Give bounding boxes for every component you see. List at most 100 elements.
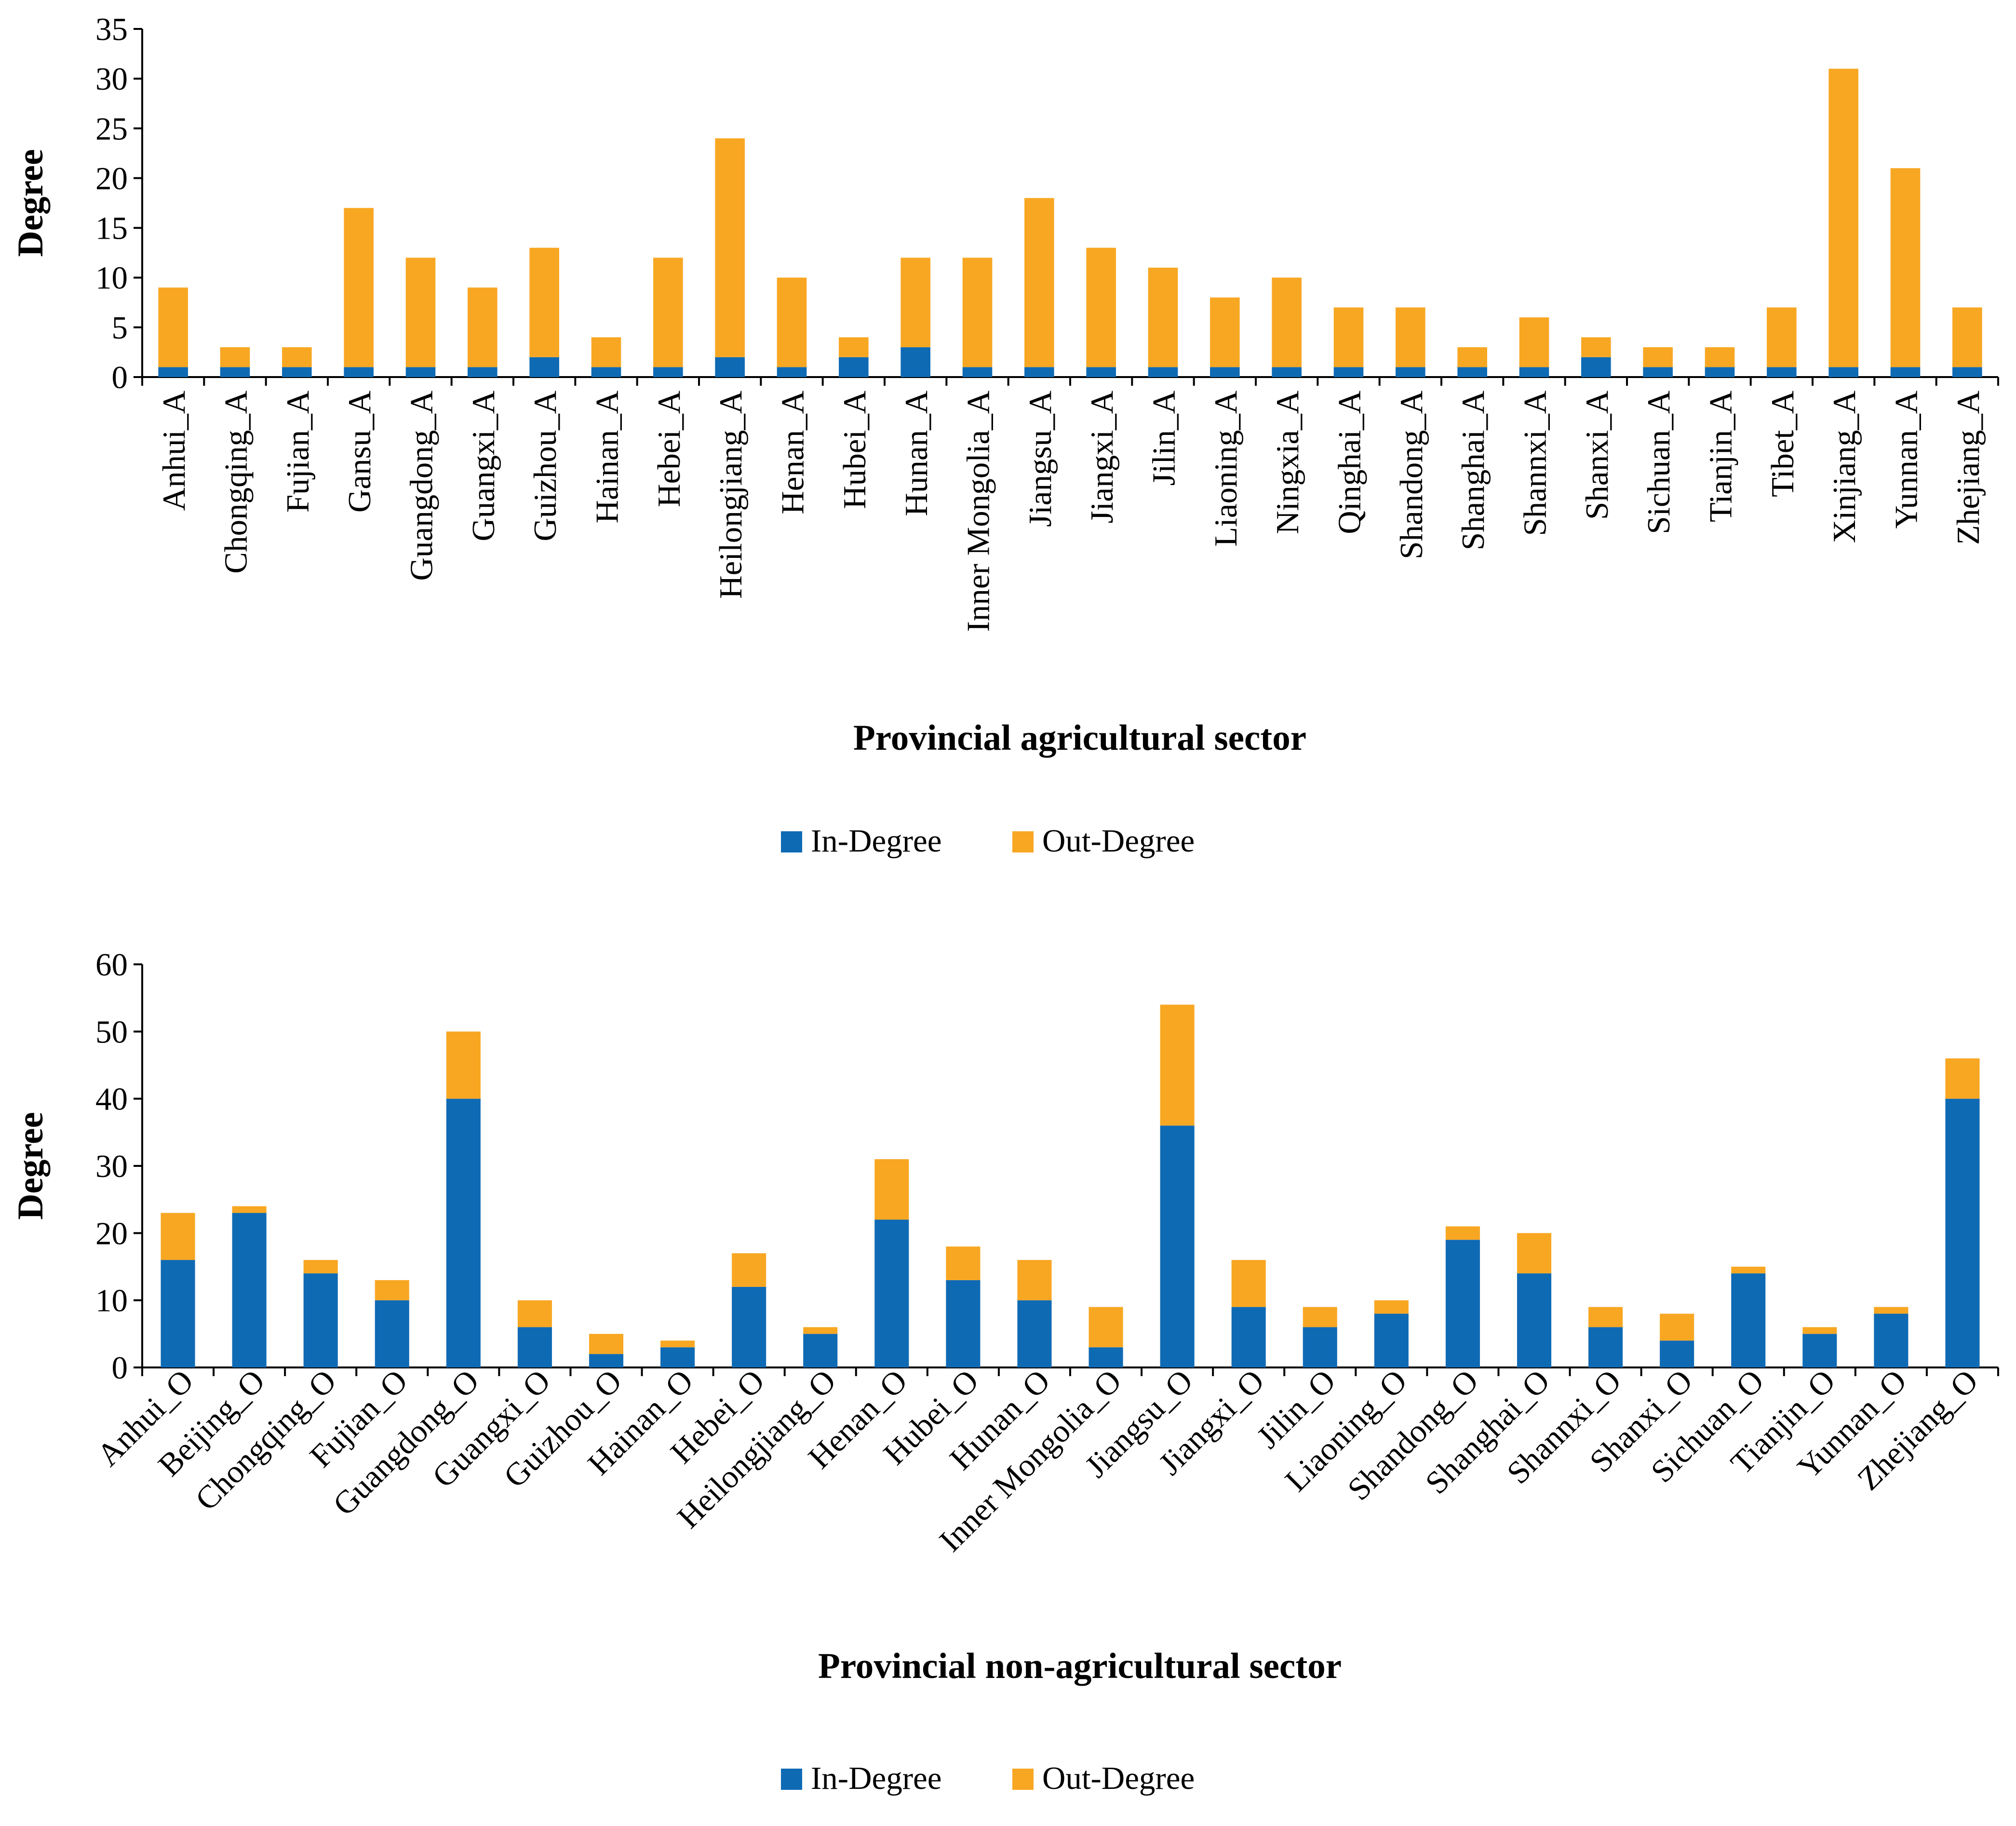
bar-out-degree [653,257,683,367]
chart-2: 0102030405060DegreeAnhui_OBeijing_OChong… [11,947,1999,1796]
bar-out-degree [1731,1267,1766,1273]
bar-in-degree [1148,367,1178,377]
bar-out-degree [517,1300,552,1327]
y-tick-label: 10 [95,1283,128,1319]
y-axis-title: Degree [11,1112,51,1219]
x-axis-title: Provincial agricultural sector [853,718,1306,758]
bar-in-degree [1945,1098,1980,1367]
bar-out-degree [1089,1307,1123,1348]
x-tick-label: Jiangxi_A [1084,391,1120,523]
bar-out-degree [1374,1300,1409,1314]
bar-out-degree [1303,1307,1337,1327]
bar-out-degree [1024,198,1054,367]
bar-out-degree [1333,307,1364,367]
bar-in-degree [529,357,559,377]
bar-in-degree [1017,1300,1052,1367]
bar-out-degree [715,138,745,357]
x-tick-label: Anhui_A [156,391,192,511]
y-axis-title: Degree [11,149,51,257]
bar-out-degree [962,257,993,367]
bar-in-degree [900,347,930,377]
bar-in-degree [1333,367,1364,377]
y-tick-label: 25 [95,111,128,147]
y-tick-label: 50 [95,1014,128,1050]
x-tick-label: Hunan_A [899,391,934,516]
bar-in-degree [777,367,807,377]
bar-in-degree [803,1334,838,1367]
bar-in-degree [1303,1327,1337,1367]
chart-1: 0 5 10 15 20 25 30 35 Degree Anhui_A Chongqing_A Fu… [11,12,1999,859]
bar-out-degree [1874,1307,1908,1314]
bar-in-degree [653,367,683,377]
y-tick-label: 20 [95,161,128,196]
bar-in-degree [1457,367,1487,377]
bar-out-degree [1231,1260,1266,1307]
x-tick-label: Liaoning_A [1208,391,1244,547]
bar-out-degree [161,1213,195,1260]
x-tick-label: Hubei_A [837,391,873,509]
legend-label: Out-Degree [1042,823,1195,859]
bar-in-degree [660,1347,695,1367]
y-tick-label: 0 [112,1350,128,1386]
bar-out-degree [1457,347,1487,367]
bar-in-degree [1802,1334,1837,1367]
x-tick-label: Jiangsu_A [1022,391,1058,527]
bar-in-degree [1767,367,1797,377]
bar-out-degree [1445,1226,1480,1240]
x-tick-label: Henan_A [775,391,811,514]
bar-in-degree [158,367,188,377]
bar-in-degree [1210,367,1240,377]
bar-out-degree [344,208,374,367]
x-tick-label: Fujian_A [280,391,316,513]
bar-in-degree [161,1260,195,1367]
x-tick-label: Xinjiang_A [1827,391,1862,543]
bar-out-degree [220,347,250,367]
y-tick-label: 35 [95,12,128,47]
bar-out-degree [803,1327,838,1334]
bar-in-degree [1445,1240,1480,1367]
bar-out-degree [232,1206,267,1213]
bar-in-degree [282,367,312,377]
bar-out-degree [1828,68,1858,367]
y-tick-label: 30 [95,1149,128,1184]
bar-in-degree [375,1300,409,1367]
bar-out-degree [660,1340,695,1348]
bar-out-degree [1581,337,1611,357]
bar-in-degree [732,1286,766,1367]
bar-out-degree [1705,347,1735,367]
legend-label: Out-Degree [1042,1760,1195,1796]
x-tick-label: Gansu_A [342,391,377,513]
bar-in-degree [1519,367,1549,377]
bar-in-degree [1643,367,1673,377]
y-tick-label: 20 [95,1216,128,1251]
bar-in-degree [1705,367,1735,377]
bar-in-degree [1828,367,1858,377]
bar-out-degree [1086,247,1116,367]
y-tick-label: 0 [112,360,128,395]
bar-out-degree [732,1253,766,1287]
bar-out-degree [589,1334,624,1354]
x-tick-label: Shanghai_A [1455,391,1491,550]
bar-out-degree [1890,168,1921,367]
bar-out-degree [591,337,621,367]
bar-in-degree [962,367,993,377]
bar-out-degree [303,1260,338,1273]
x-tick-label: Guangdong_A [404,391,440,581]
bar-out-degree [1952,307,1982,367]
x-tick-label: Shanxi_A [1579,391,1615,520]
bar-in-degree [1086,367,1116,377]
bar-out-degree [1210,297,1240,367]
bar-out-degree [1767,307,1797,367]
bar-in-degree [1952,367,1982,377]
x-tick-label: Hebei_A [651,391,687,507]
bar-in-degree [1660,1340,1694,1367]
bar-out-degree [1517,1233,1552,1273]
x-tick-label: Hainan_A [590,391,625,523]
bar-in-degree [220,367,250,377]
x-tick-label: Jilin_A [1146,391,1182,486]
bar-out-degree [529,247,559,357]
x-tick-label: Qinghai_A [1332,391,1368,534]
legend-swatch [1012,1769,1034,1790]
